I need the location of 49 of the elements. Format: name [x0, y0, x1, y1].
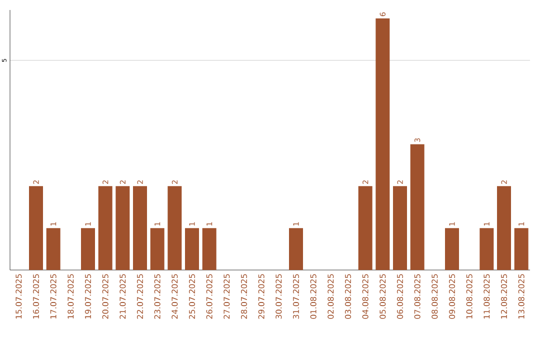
bar	[116, 186, 130, 270]
bar	[358, 186, 372, 270]
x-tick-label: 23.07.2025	[154, 274, 160, 319]
bar	[150, 228, 164, 270]
x-tick-label: 09.08.2025	[448, 274, 456, 319]
x-tick-label: 27.07.2025	[224, 274, 230, 319]
x-tick-label: 15.07.2025	[16, 274, 22, 318]
bar	[289, 228, 304, 270]
bar	[393, 186, 407, 270]
x-tick-label: 26.07.2025	[206, 274, 212, 319]
x-tick-label: 21.07.2025	[120, 274, 126, 319]
x-tick-label: 22.07.2025	[136, 274, 144, 319]
bar	[497, 186, 512, 270]
bar	[410, 144, 424, 270]
x-tick-label: 17.07.2025	[50, 274, 56, 318]
x-tick-label: 08.08.2025	[432, 274, 438, 319]
x-tick-label: 05.08.2025	[380, 274, 386, 319]
x-tick-label: 13.08.2025	[518, 274, 524, 318]
x-tick-label: 16.07.2025	[32, 274, 40, 318]
bar	[514, 228, 528, 270]
x-tick-label: 24.07.2025	[172, 274, 178, 319]
x-tick-label: 06.08.2025	[396, 274, 404, 319]
bar	[185, 228, 200, 270]
bar	[202, 228, 216, 270]
x-tick-label: 29.07.2025	[258, 274, 264, 319]
bar	[133, 186, 148, 270]
bar	[81, 228, 95, 270]
bar	[46, 228, 60, 270]
bar	[480, 228, 494, 270]
x-tick-label: 28.07.2025	[240, 274, 248, 319]
bar	[29, 186, 43, 270]
x-tick-label: 04.08.2025	[362, 274, 368, 319]
x-tick-label: 30.07.2025	[276, 274, 282, 319]
x-tick-label: 31.07.2025	[292, 274, 300, 319]
x-tick-label: 12.08.2025	[500, 274, 508, 318]
bar	[445, 228, 460, 270]
x-tick-label: 25.07.2025	[188, 274, 196, 319]
bar	[98, 186, 112, 270]
x-tick-label: 01.08.2025	[310, 274, 316, 319]
x-tick-label: 18.07.2025	[68, 274, 74, 318]
x-tick-label: 20.07.2025	[102, 274, 108, 319]
x-tick-label: 02.08.2025	[328, 274, 334, 319]
x-tick-label: 03.08.2025	[344, 274, 352, 319]
bar	[168, 186, 182, 270]
x-tick-label: 07.08.2025	[414, 274, 420, 319]
bar	[376, 18, 390, 270]
x-tick-label: 11.08.2025	[484, 274, 490, 318]
x-tick-label: 10.08.2025	[466, 274, 472, 318]
x-tick-label: 19.07.2025	[84, 274, 92, 318]
